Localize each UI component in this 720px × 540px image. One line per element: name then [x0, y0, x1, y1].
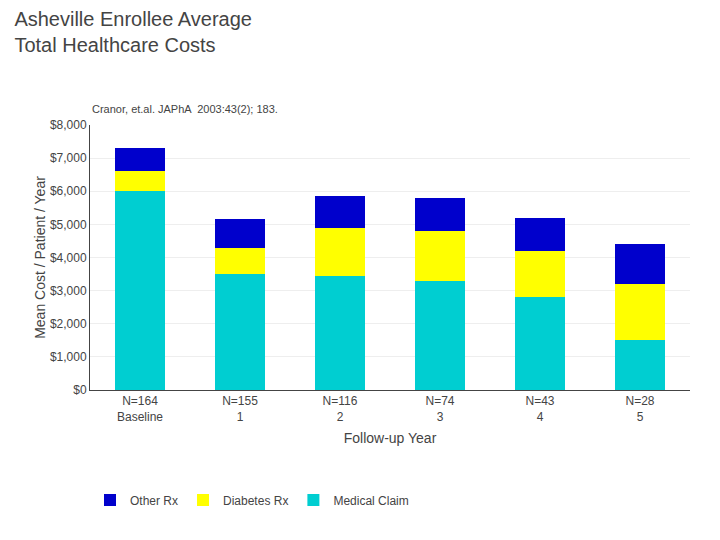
svg-text:$6,000: $6,000	[50, 184, 87, 198]
svg-text:Other Rx: Other Rx	[130, 494, 178, 508]
svg-text:$5,000: $5,000	[50, 218, 87, 232]
svg-text:$8,000: $8,000	[50, 118, 87, 132]
svg-text:$7,000: $7,000	[50, 151, 87, 165]
svg-text:$1,000: $1,000	[50, 350, 87, 364]
svg-text:Cranor, et.al. JAPhA 2003:43(: Cranor, et.al. JAPhA 2003:43(2); 183.	[92, 103, 278, 115]
svg-text:Asheville Enrollee AverageTota: Asheville Enrollee AverageTotal Healthca…	[14, 8, 252, 56]
svg-text:Follow-up Year: Follow-up Year	[344, 430, 437, 446]
svg-text:N=1162: N=1162	[323, 394, 358, 424]
svg-text:$3,000: $3,000	[50, 284, 87, 298]
svg-text:$2,000: $2,000	[50, 317, 87, 331]
svg-text:$0: $0	[73, 383, 87, 397]
svg-text:N=743: N=743	[425, 394, 454, 424]
svg-text:Mean Cost / Patient / Year: Mean Cost / Patient / Year	[32, 176, 48, 339]
svg-text:N=1551: N=1551	[222, 394, 258, 424]
svg-text:N=164Baseline: N=164Baseline	[117, 394, 163, 424]
svg-text:Medical Claim: Medical Claim	[333, 494, 408, 508]
svg-text:N=434: N=434	[525, 394, 554, 424]
svg-text:$4,000: $4,000	[50, 251, 87, 265]
svg-text:N=285: N=285	[625, 394, 654, 424]
svg-text:Diabetes Rx: Diabetes Rx	[223, 494, 288, 508]
